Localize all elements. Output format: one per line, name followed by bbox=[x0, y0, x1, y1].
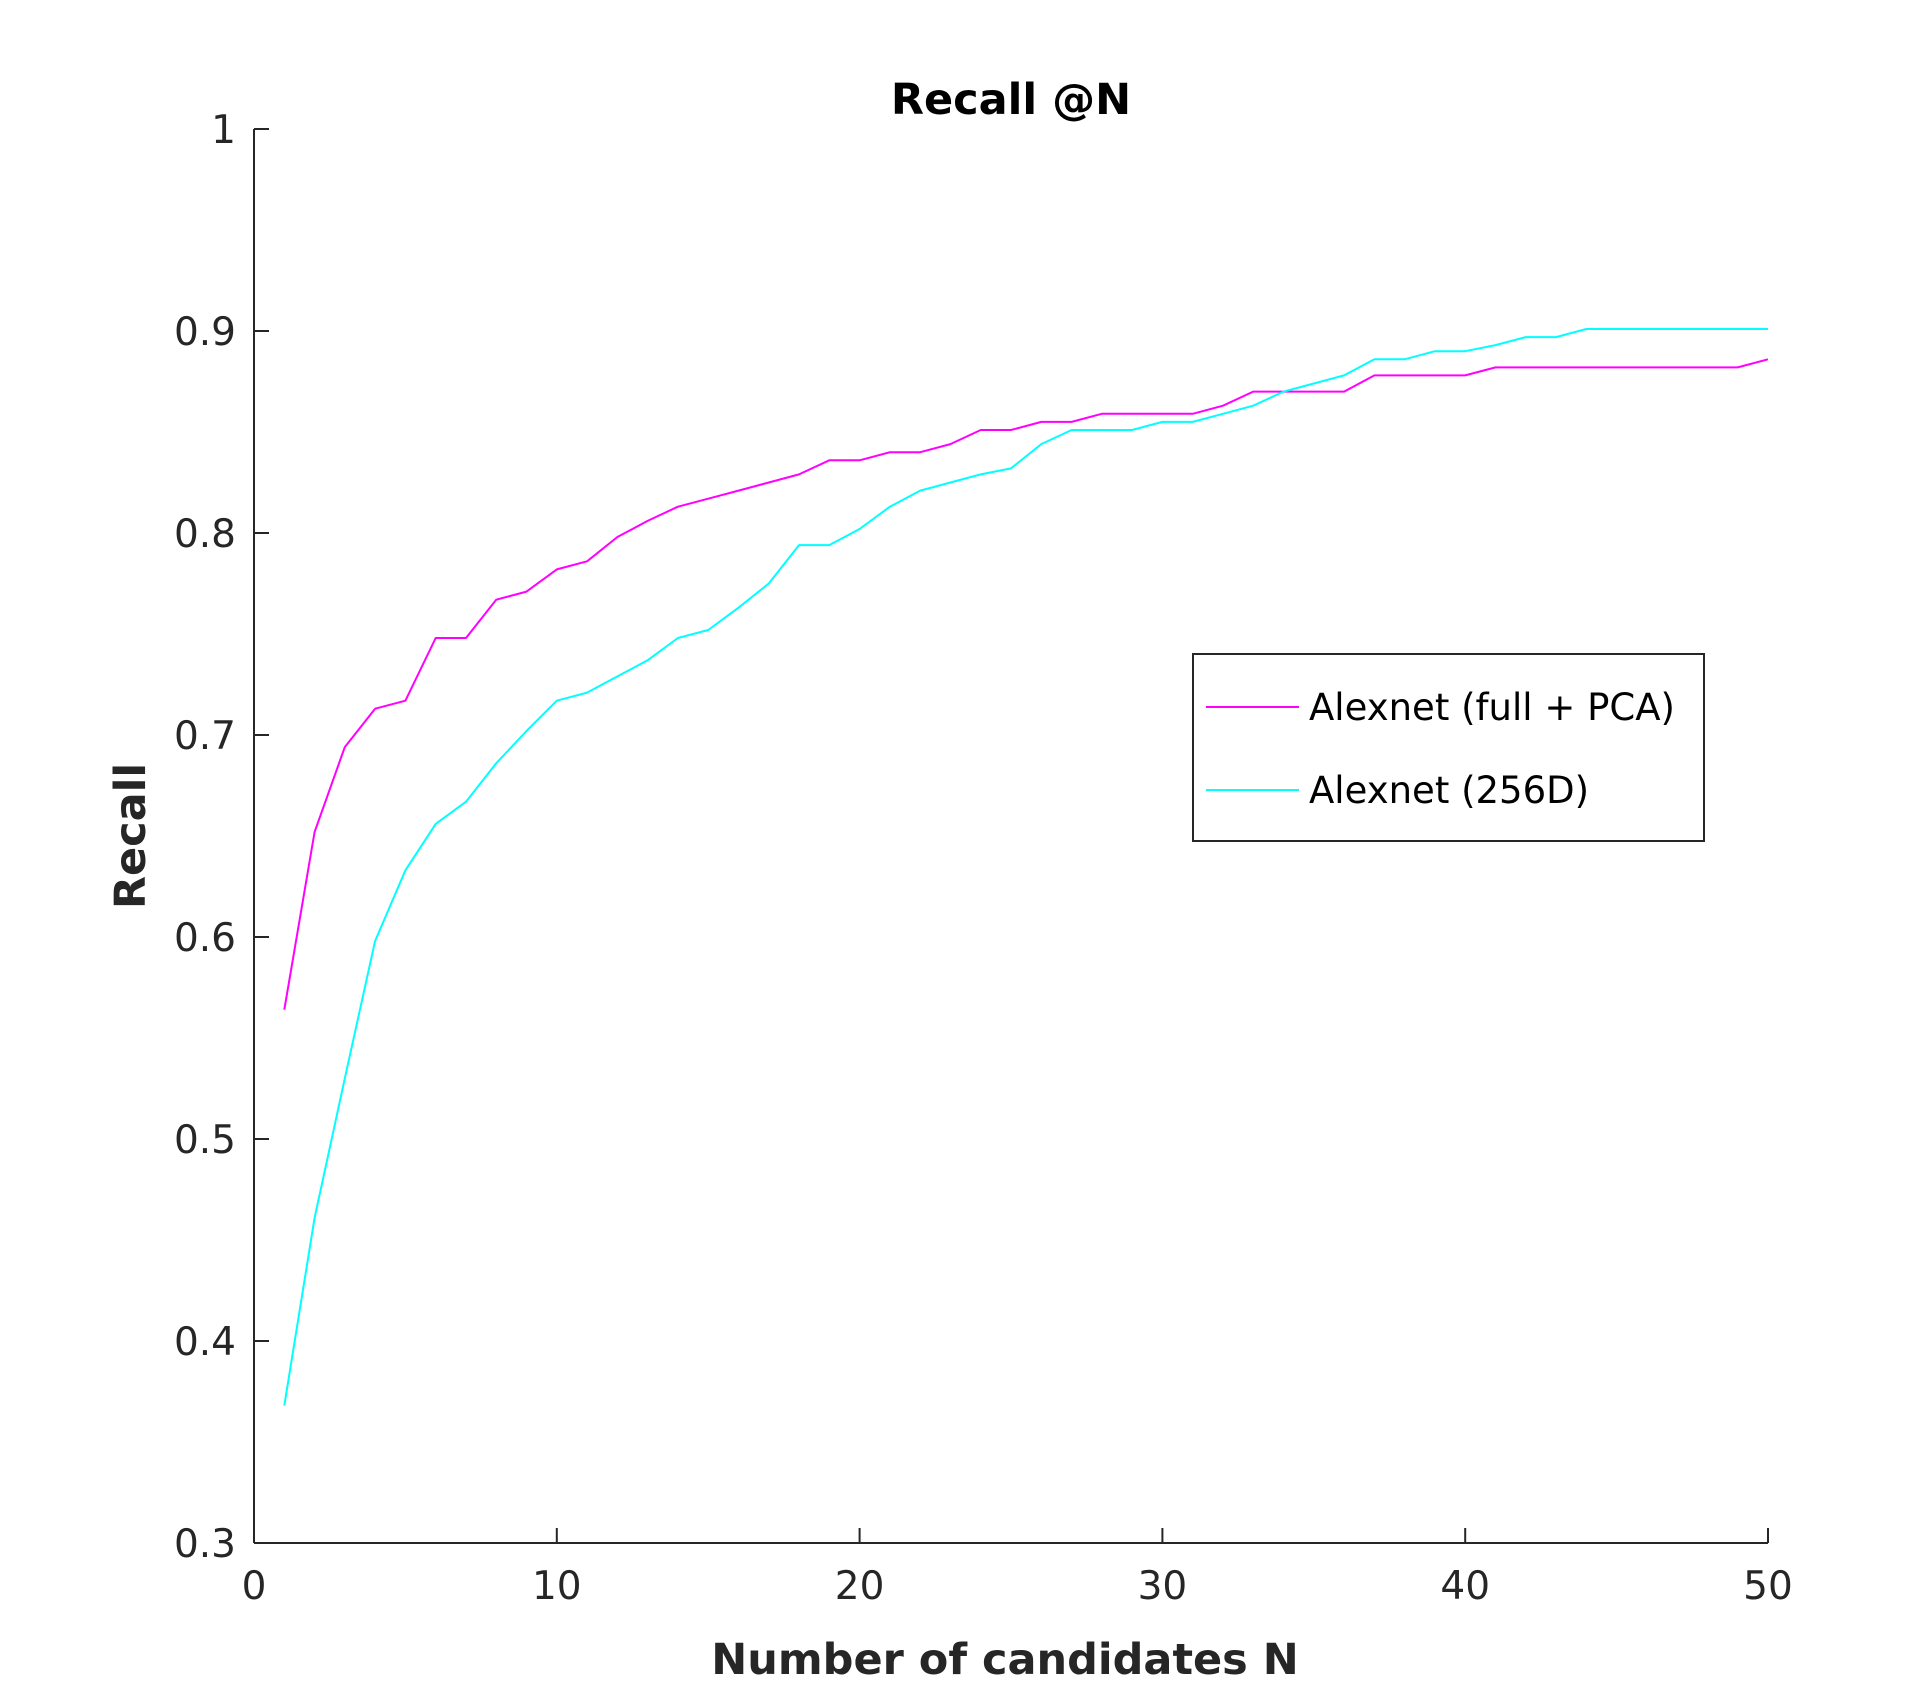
y-axis-label: Recall bbox=[106, 763, 156, 909]
y-ticks: 0.3 0.4 0.5 0.6 0.7 0.8 0.9 1 bbox=[174, 108, 269, 1567]
x-ticks: 0 10 20 30 40 50 bbox=[242, 1528, 1793, 1609]
x-tick-label: 40 bbox=[1440, 1564, 1490, 1609]
y-tick-label: 0.4 bbox=[174, 1320, 236, 1365]
y-tick-label: 0.8 bbox=[174, 512, 236, 557]
x-axis-label: Number of candidates N bbox=[711, 1635, 1298, 1685]
y-tick-label: 0.6 bbox=[174, 916, 236, 961]
legend-label-alexnet-256d: Alexnet (256D) bbox=[1309, 769, 1589, 812]
y-tick-label: 0.3 bbox=[174, 1522, 236, 1567]
series-line-0 bbox=[283, 358, 1769, 1010]
x-tick-label: 0 bbox=[242, 1564, 267, 1609]
chart-title: Recall @N bbox=[891, 75, 1131, 125]
x-tick-label: 20 bbox=[835, 1564, 885, 1609]
x-tick-label: 10 bbox=[532, 1564, 582, 1609]
y-tick-label: 1 bbox=[211, 108, 236, 153]
y-tick-label: 0.7 bbox=[174, 714, 236, 759]
axes bbox=[253, 129, 1768, 1544]
legend-box bbox=[1192, 653, 1705, 842]
series-line-1 bbox=[283, 328, 1768, 1406]
y-tick-label: 0.5 bbox=[174, 1118, 236, 1163]
x-tick-label: 50 bbox=[1743, 1564, 1793, 1609]
series-layer bbox=[283, 328, 1769, 1406]
legend-label-alexnet-full-pca: Alexnet (full + PCA) bbox=[1309, 686, 1675, 729]
x-tick-label: 30 bbox=[1138, 1564, 1188, 1609]
legend: Alexnet (full + PCA) Alexnet (256D) bbox=[1192, 653, 1705, 842]
y-tick-label: 0.9 bbox=[174, 310, 236, 355]
